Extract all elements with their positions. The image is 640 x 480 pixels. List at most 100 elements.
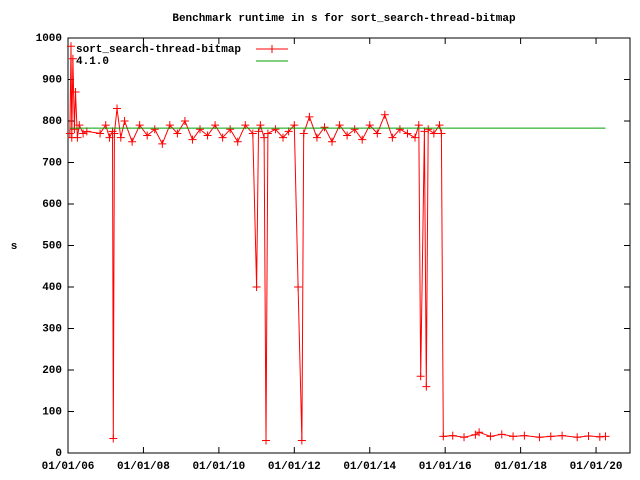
point-marker <box>343 131 352 140</box>
point-marker <box>312 133 321 142</box>
point-marker <box>260 133 269 142</box>
point-marker <box>320 123 329 132</box>
point-marker <box>262 436 271 445</box>
y-tick-label: 200 <box>42 365 62 377</box>
point-marker <box>380 110 389 119</box>
point-marker <box>486 432 495 441</box>
point-marker <box>584 431 593 440</box>
y-tick-label: 0 <box>55 448 62 460</box>
point-marker <box>173 129 182 138</box>
point-marker <box>297 436 306 445</box>
y-tick-label: 900 <box>42 74 62 86</box>
point-marker <box>233 137 242 146</box>
point-marker <box>305 112 314 121</box>
point-marker <box>68 54 77 63</box>
point-marker <box>573 433 582 442</box>
point-marker <box>143 131 152 140</box>
point-marker <box>422 382 431 391</box>
x-tick-label: 01/01/18 <box>494 461 547 473</box>
point-marker <box>70 125 79 134</box>
point-marker <box>71 87 80 96</box>
point-marker <box>188 135 197 144</box>
point-marker <box>96 129 105 138</box>
plot-frame <box>67 37 631 454</box>
point-marker <box>429 129 438 138</box>
point-marker <box>509 432 518 441</box>
point-marker <box>65 129 74 138</box>
point-marker <box>284 127 293 136</box>
point-marker <box>439 432 448 441</box>
chart-title: Benchmark runtime in s for sort_search-t… <box>172 13 516 25</box>
point-marker <box>110 129 119 138</box>
point-marker <box>109 434 118 443</box>
point-marker <box>116 133 125 142</box>
x-tick-label: 01/01/10 <box>192 461 245 473</box>
point-marker <box>271 125 280 134</box>
y-tick-label: 500 <box>42 240 62 252</box>
y-tick-label: 400 <box>42 282 62 294</box>
point-marker <box>254 127 263 136</box>
point-marker <box>120 117 129 125</box>
point-marker <box>601 432 610 441</box>
point-marker <box>252 283 261 291</box>
point-marker <box>82 127 91 136</box>
point-marker <box>196 125 205 134</box>
point-marker <box>460 433 469 442</box>
x-tick-label: 01/01/12 <box>268 461 321 473</box>
y-tick-label: 700 <box>42 157 62 169</box>
point-marker <box>226 125 235 134</box>
point-marker <box>108 127 117 136</box>
x-tick-label: 01/01/16 <box>419 461 472 473</box>
point-marker <box>388 133 397 142</box>
point-marker <box>105 133 114 142</box>
x-tick-label: 01/01/08 <box>117 461 170 473</box>
point-marker <box>158 139 167 148</box>
point-marker <box>558 431 567 440</box>
point-marker <box>395 125 404 134</box>
point-marker <box>248 129 257 138</box>
point-marker <box>278 133 287 142</box>
point-marker <box>358 135 367 144</box>
point-marker <box>128 137 137 146</box>
point-marker <box>535 433 544 442</box>
x-tick-label: 01/01/14 <box>343 461 396 473</box>
y-axis-label: s <box>11 241 18 253</box>
legend-label: 4.1.0 <box>76 56 109 68</box>
point-marker <box>67 42 76 51</box>
point-marker <box>424 125 433 134</box>
point-marker <box>520 431 529 440</box>
point-marker <box>546 432 555 441</box>
point-marker <box>497 430 506 439</box>
point-marker <box>150 125 159 134</box>
point-marker <box>328 137 337 146</box>
x-tick-label: 01/01/06 <box>42 461 95 473</box>
y-tick-label: 600 <box>42 199 62 211</box>
point-marker <box>263 129 272 138</box>
point-marker <box>350 125 359 134</box>
legend-marker <box>268 45 276 53</box>
point-marker <box>420 127 429 136</box>
legend-label: sort_search-thread-bitmap <box>76 44 241 56</box>
point-marker <box>437 129 446 138</box>
point-marker <box>373 129 382 138</box>
point-marker <box>411 133 420 142</box>
series-line <box>69 46 606 441</box>
point-marker <box>294 283 303 291</box>
point-marker <box>113 104 122 113</box>
point-marker <box>218 133 227 142</box>
point-marker <box>403 129 412 138</box>
y-tick-label: 100 <box>42 406 62 418</box>
point-marker <box>203 131 212 140</box>
point-marker <box>180 117 189 125</box>
y-tick-label: 1000 <box>36 33 62 45</box>
point-marker <box>475 428 484 437</box>
x-tick-label: 01/01/20 <box>570 461 623 473</box>
point-marker <box>79 129 88 138</box>
point-marker <box>299 129 308 138</box>
point-marker <box>73 133 82 142</box>
point-marker <box>448 431 457 440</box>
point-marker <box>416 372 425 381</box>
y-tick-label: 800 <box>42 116 62 128</box>
